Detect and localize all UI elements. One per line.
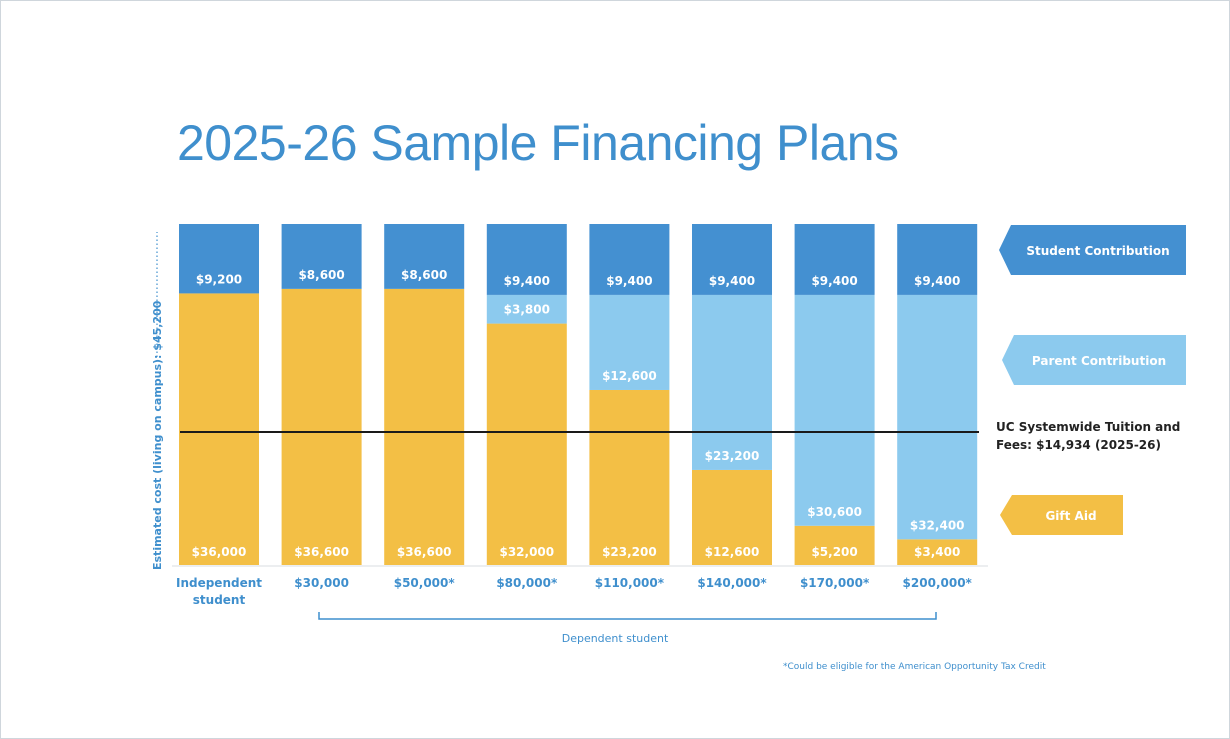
legend-gift-aid-label: Gift Aid xyxy=(1045,509,1096,523)
bar-gift-aid-2 xyxy=(384,288,465,565)
label-student-1: $8,600 xyxy=(298,268,344,282)
label-gift-aid-5: $12,600 xyxy=(705,545,760,559)
bar-student-5 xyxy=(692,224,772,295)
bar-student-0 xyxy=(179,224,259,294)
bar-parent-6 xyxy=(794,294,875,526)
bar-student-2 xyxy=(384,224,465,289)
category-label-0-line2: student xyxy=(193,593,246,607)
bar-parent-3 xyxy=(486,294,567,324)
category-label-7: $200,000* xyxy=(903,576,973,590)
bar-gift-aid-5 xyxy=(692,469,772,565)
bar-parent-7 xyxy=(897,294,978,540)
bar-student-6 xyxy=(794,224,875,295)
dependent-student-bracket xyxy=(318,612,937,620)
bar-parent-4 xyxy=(589,294,670,390)
label-student-7: $9,400 xyxy=(914,274,960,288)
bar-gift-aid-0 xyxy=(179,293,259,565)
bar-student-3 xyxy=(486,224,567,295)
category-label-2: $50,000* xyxy=(394,576,456,590)
bar-student-7 xyxy=(897,224,978,295)
bar-student-1 xyxy=(281,224,362,289)
y-axis-label: Estimated cost (living on campus): $45,2… xyxy=(151,300,164,570)
bar-gift-aid-4 xyxy=(589,389,670,565)
footnote: *Could be eligible for the American Oppo… xyxy=(783,662,1046,672)
label-student-0: $9,200 xyxy=(196,272,242,286)
page-title: 2025-26 Sample Financing Plans xyxy=(177,115,899,171)
label-parent-7: $32,400 xyxy=(910,518,965,532)
category-label-4: $110,000* xyxy=(595,576,665,590)
bar-student-4 xyxy=(589,224,670,295)
label-student-6: $9,400 xyxy=(811,274,857,288)
label-parent-5: $23,200 xyxy=(705,449,760,463)
label-gift-aid-7: $3,400 xyxy=(914,545,960,559)
legend-student-label: Student Contribution xyxy=(1026,244,1169,258)
category-label-5: $140,000* xyxy=(697,576,767,590)
bar-gift-aid-3 xyxy=(486,323,567,565)
label-student-3: $9,400 xyxy=(504,274,550,288)
legend-parent-label: Parent Contribution xyxy=(1032,354,1166,368)
tuition-reference-label: UC Systemwide Tuition and xyxy=(996,420,1180,434)
bar-gift-aid-6 xyxy=(794,525,875,565)
label-student-5: $9,400 xyxy=(709,274,755,288)
dependent-student-label: Dependent student xyxy=(562,632,669,645)
label-gift-aid-1: $36,600 xyxy=(294,545,349,559)
label-gift-aid-0: $36,000 xyxy=(192,545,247,559)
label-parent-4: $12,600 xyxy=(602,369,657,383)
bar-gift-aid-7 xyxy=(897,539,978,565)
legend-parent-arrow xyxy=(1002,335,1186,385)
category-label-3: $80,000* xyxy=(496,576,558,590)
label-parent-6: $30,600 xyxy=(807,505,862,519)
label-gift-aid-3: $32,000 xyxy=(499,545,554,559)
bar-parent-5 xyxy=(692,294,772,470)
label-parent-3: $3,800 xyxy=(504,302,550,316)
category-label-0: Independent xyxy=(176,576,262,590)
label-gift-aid-4: $23,200 xyxy=(602,545,657,559)
label-student-2: $8,600 xyxy=(401,268,447,282)
label-gift-aid-2: $36,600 xyxy=(397,545,452,559)
tuition-reference-label-line2: Fees: $14,934 (2025-26) xyxy=(996,438,1161,452)
legend-student-arrow xyxy=(999,225,1186,275)
label-student-4: $9,400 xyxy=(606,274,652,288)
category-label-1: $30,000 xyxy=(294,576,349,590)
category-label-6: $170,000* xyxy=(800,576,870,590)
legend-gift-aid-arrow xyxy=(1000,495,1123,535)
bar-gift-aid-1 xyxy=(281,288,362,565)
label-gift-aid-6: $5,200 xyxy=(811,545,857,559)
